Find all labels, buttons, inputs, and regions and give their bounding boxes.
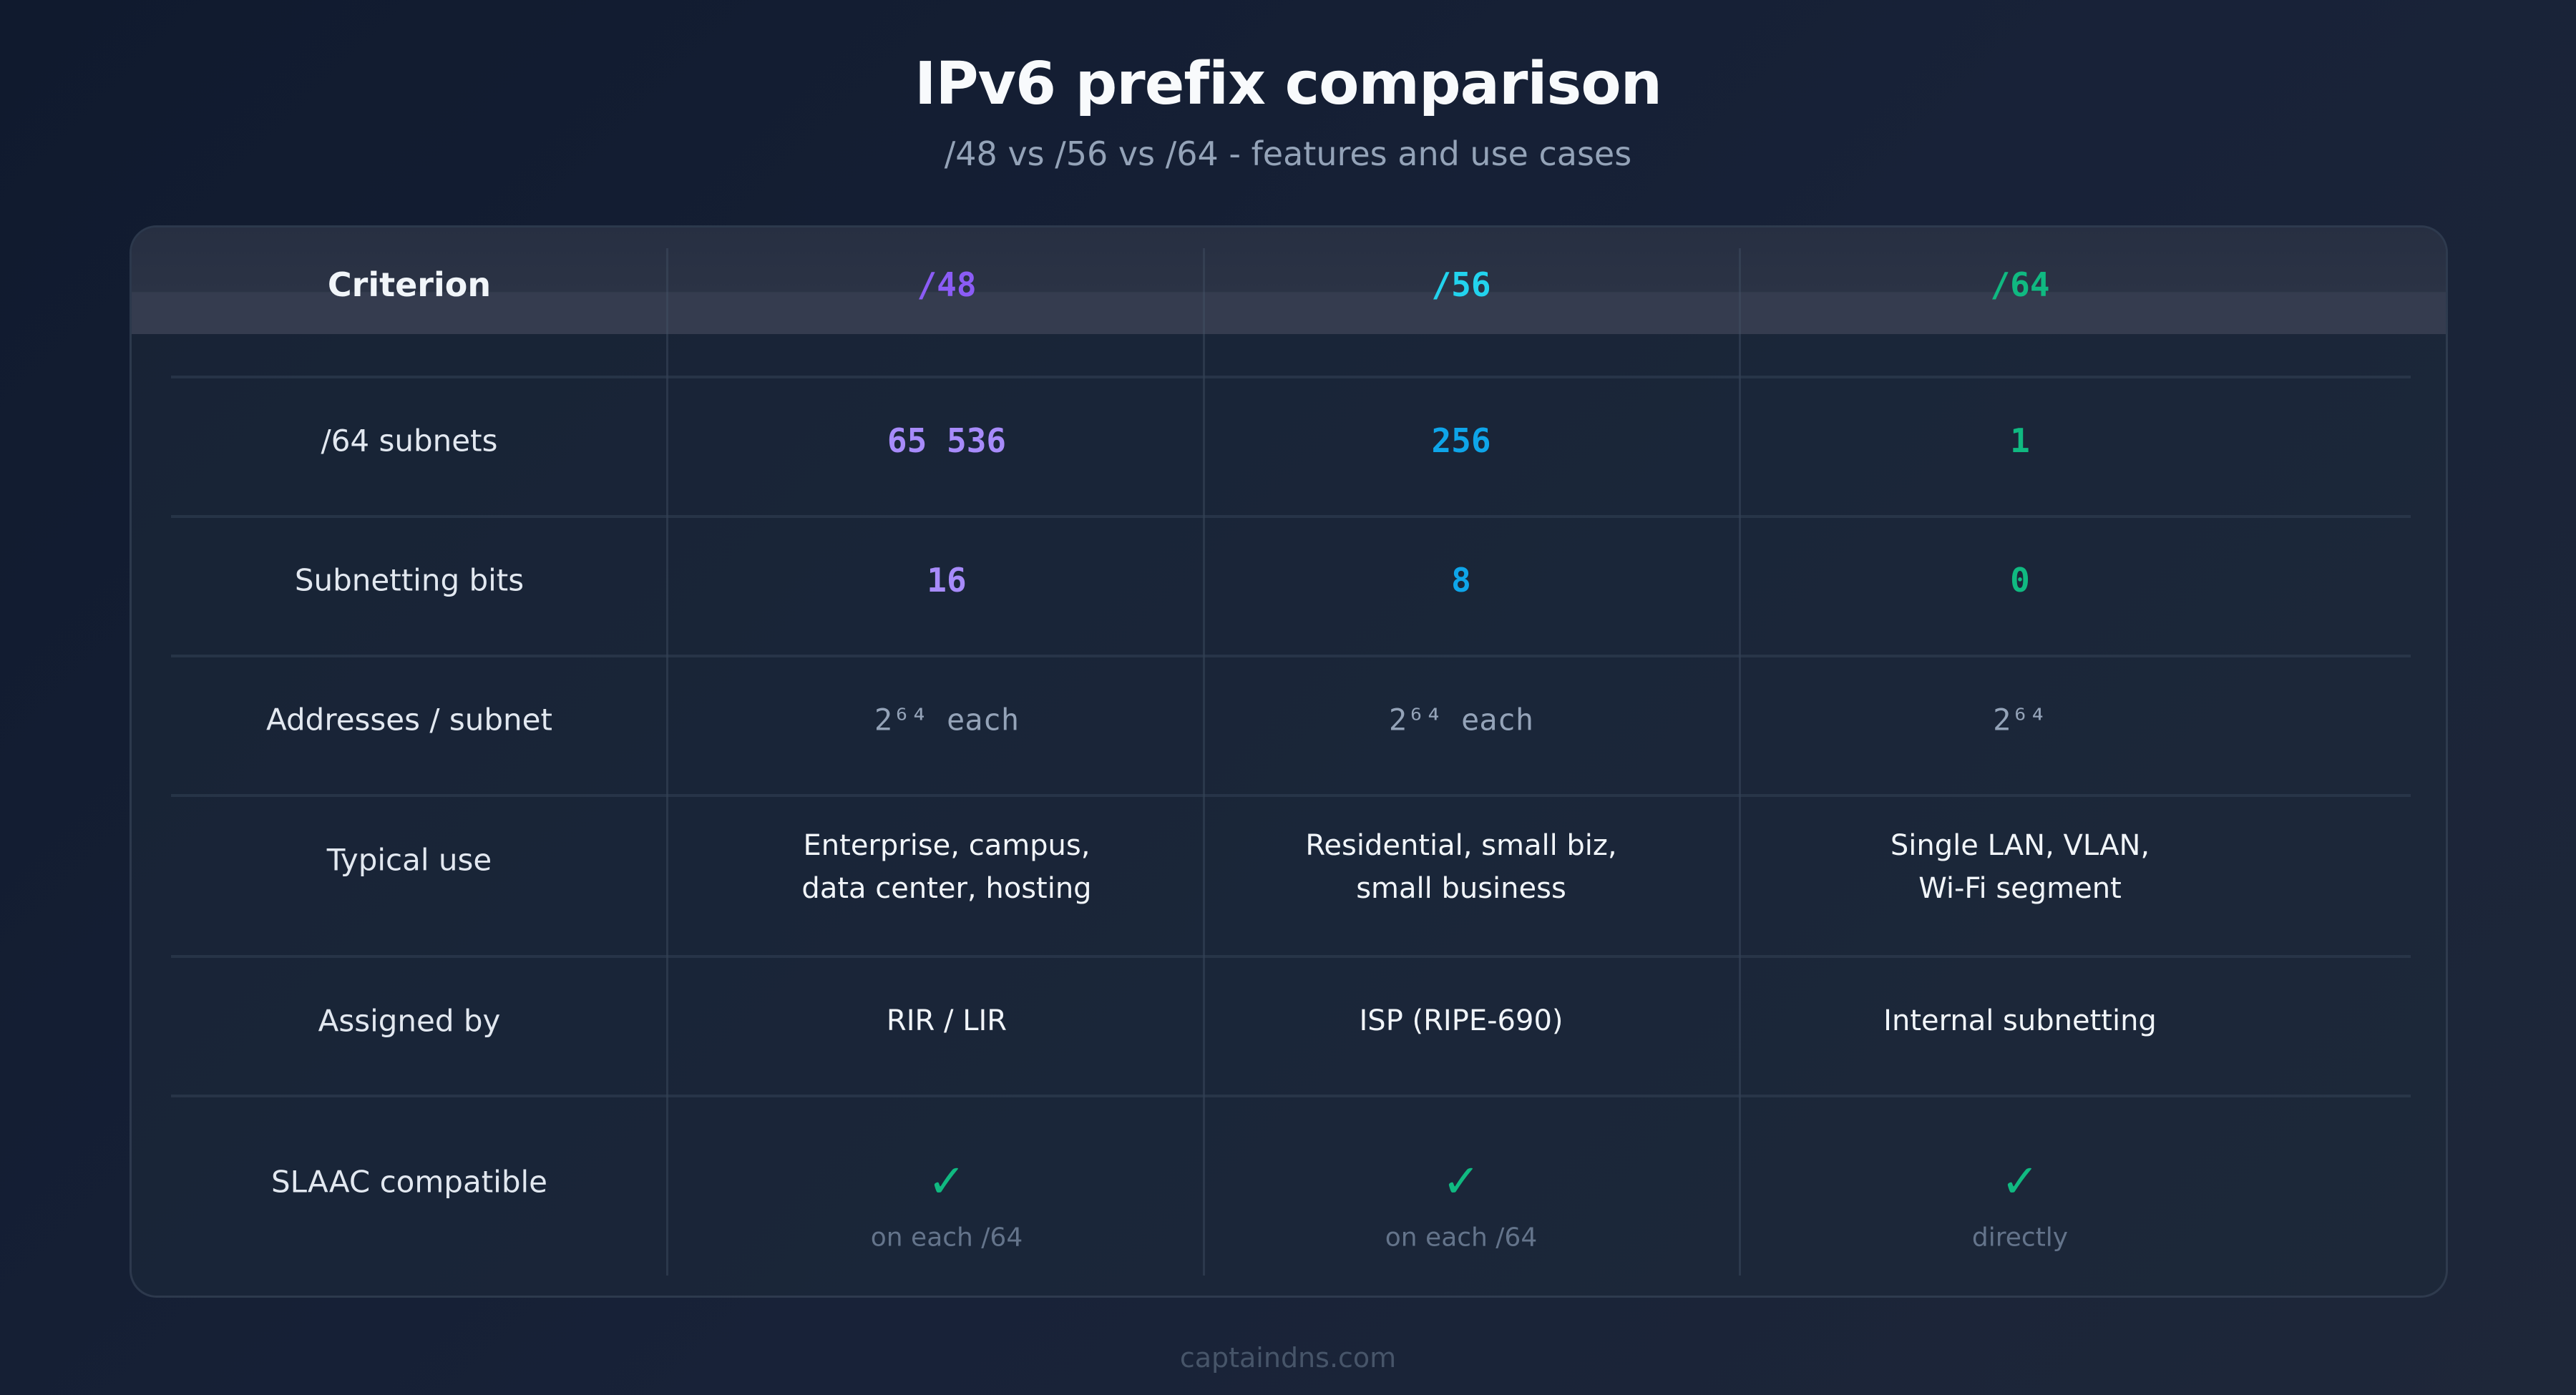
value-48-slaac-note: on each /64 [870,1223,1023,1253]
column-divider [1739,248,1741,1276]
table-header-band [132,227,2446,334]
column-divider [666,248,668,1276]
row-label-slaac: SLAAC compatible [271,1164,547,1200]
comparison-table: Criterion /48 /56 /64 /64 subnets 65 536… [130,225,2448,1298]
row-label-subnets: /64 subnets [321,423,498,459]
value-48-addresses: 2⁶⁴ each [874,702,1020,738]
check-icon: ✓ [927,1155,966,1208]
header-prefix-56: /56 [1431,265,1491,304]
header-prefix-48: /48 [917,265,977,304]
page-subtitle: /48 vs /56 vs /64 - features and use cas… [944,134,1632,173]
row-divider [171,1095,2411,1097]
value-48-typical-use: Enterprise, campus, data center, hosting [801,829,1092,905]
row-divider [171,955,2411,958]
value-48-assigned-by: RIR / LIR [886,1004,1008,1037]
value-64-slaac-note: directly [1971,1223,2069,1253]
value-64-bits: 0 [2010,561,2030,599]
check-icon: ✓ [2001,1155,2039,1208]
row-divider [171,794,2411,797]
row-label-addresses: Addresses / subnet [266,702,552,738]
value-56-subnets: 256 [1431,421,1491,460]
row-label-bits: Subnetting bits [294,562,525,598]
value-48-bits: 16 [927,561,967,599]
value-56-addresses: 2⁶⁴ each [1388,702,1534,738]
row-label-assigned-by: Assigned by [318,1003,501,1039]
value-56-assigned-by: ISP (RIPE-690) [1359,1004,1563,1037]
value-64-addresses: 2⁶⁴ [1993,702,2047,738]
header-criterion: Criterion [327,265,492,304]
value-64-assigned-by: Internal subnetting [1883,1004,2157,1037]
check-icon: ✓ [1442,1155,1480,1208]
column-divider [1203,248,1205,1276]
page-title: IPv6 prefix comparison [914,50,1662,118]
value-56-bits: 8 [1451,561,1471,599]
value-56-slaac-note: on each /64 [1385,1223,1538,1253]
row-label-typical-use: Typical use [326,842,492,878]
value-48-subnets: 65 536 [887,421,1007,460]
value-64-typical-use: Single LAN, VLAN, Wi-Fi segment [1890,829,2150,905]
footer-credit: captaindns.com [1179,1342,1397,1374]
row-divider [171,515,2411,518]
row-divider [171,655,2411,657]
value-56-typical-use: Residential, small biz, small business [1305,829,1617,905]
value-64-subnets: 1 [2010,421,2030,460]
row-divider [171,376,2411,378]
header-prefix-64: /64 [1990,265,2050,304]
